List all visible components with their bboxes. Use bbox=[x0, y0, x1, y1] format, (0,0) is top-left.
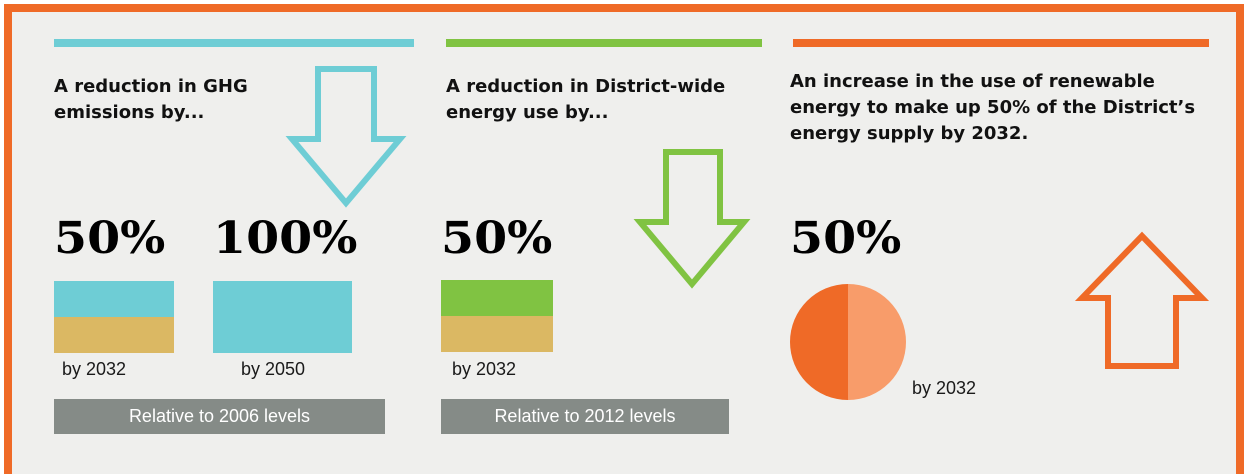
energy-box-2032 bbox=[441, 280, 553, 352]
ghg-top-bar bbox=[54, 39, 414, 47]
renewable-value-2032: 50% bbox=[790, 213, 902, 264]
infographic-frame bbox=[4, 4, 1244, 474]
ghg-box-2032-remaining bbox=[54, 317, 174, 353]
renewable-arrow-up-icon bbox=[1074, 231, 1210, 369]
energy-box-2032-remaining bbox=[441, 316, 553, 352]
energy-arrow-down-icon bbox=[633, 149, 751, 289]
energy-baseline-band: Relative to 2012 levels bbox=[441, 399, 729, 434]
renewable-heading: An increase in the use of renewable ener… bbox=[790, 71, 1196, 144]
renewable-pie-chart bbox=[790, 284, 906, 400]
renewable-pie-slice-renewable bbox=[848, 284, 906, 400]
ghg-label-2050: by 2050 bbox=[241, 359, 306, 379]
renewable-label-2032: by 2032 bbox=[912, 378, 977, 398]
energy-value-2032: 50% bbox=[441, 213, 553, 264]
energy-heading: A reduction in District-wide energy use … bbox=[446, 76, 726, 123]
renewable-top-bar bbox=[793, 39, 1209, 47]
energy-label-2032: by 2032 bbox=[452, 359, 517, 379]
renewable-pie-slice-other bbox=[790, 284, 848, 400]
energy-box-2032-reduced bbox=[441, 280, 553, 316]
ghg-label-2032: by 2032 bbox=[62, 359, 127, 379]
ghg-box-2032 bbox=[54, 281, 174, 353]
ghg-value-2032: 50% bbox=[54, 213, 166, 264]
ghg-heading: A reduction in GHG emissions by... bbox=[54, 76, 248, 123]
ghg-arrow-down-icon bbox=[285, 66, 407, 208]
energy-top-bar bbox=[446, 39, 762, 47]
ghg-box-2050 bbox=[213, 281, 352, 353]
ghg-box-2032-reduced bbox=[54, 281, 174, 317]
ghg-baseline-band: Relative to 2006 levels bbox=[54, 399, 385, 434]
ghg-value-2050: 100% bbox=[213, 213, 358, 264]
